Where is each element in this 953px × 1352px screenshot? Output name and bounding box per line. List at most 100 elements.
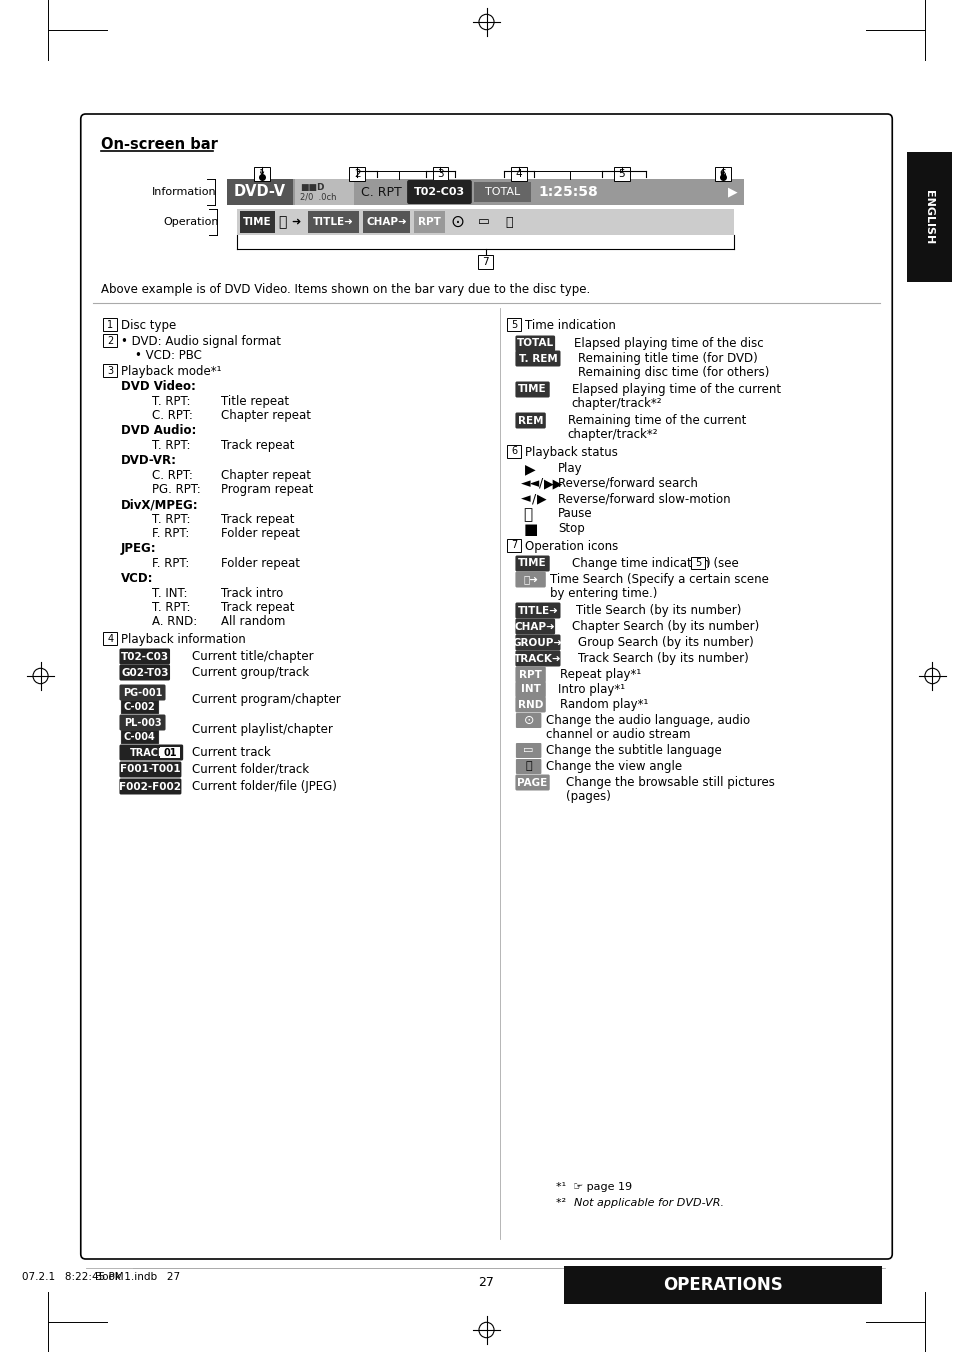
Text: TITLE➜: TITLE➜ — [517, 606, 558, 615]
Text: 1:25:58: 1:25:58 — [537, 185, 598, 199]
Text: Current title/chapter: Current title/chapter — [192, 650, 313, 662]
Text: Title Search (by its number): Title Search (by its number) — [575, 604, 740, 617]
Text: Stop: Stop — [558, 522, 584, 535]
Text: Operation: Operation — [163, 218, 219, 227]
Text: ▭: ▭ — [477, 215, 489, 228]
Bar — [349, 168, 365, 181]
Text: C. RPT: C. RPT — [361, 185, 401, 199]
Text: Change the view angle: Change the view angle — [546, 760, 681, 773]
Bar — [614, 168, 629, 181]
Text: Folder repeat: Folder repeat — [221, 527, 299, 539]
Text: 7: 7 — [510, 541, 517, 550]
Text: 6: 6 — [719, 169, 725, 178]
Bar — [103, 334, 117, 347]
Text: ◄◄: ◄◄ — [520, 477, 539, 489]
FancyBboxPatch shape — [119, 761, 181, 777]
Text: OPERATIONS: OPERATIONS — [662, 1276, 782, 1294]
Text: ENGLISH: ENGLISH — [923, 189, 934, 245]
Text: TITLE➜: TITLE➜ — [313, 218, 354, 227]
Text: ■: ■ — [523, 522, 537, 537]
Bar — [103, 631, 117, 645]
Text: T. INT:: T. INT: — [152, 587, 188, 600]
Text: Intro play*¹: Intro play*¹ — [558, 683, 624, 696]
Text: C-004: C-004 — [124, 731, 155, 741]
Text: C-002: C-002 — [124, 702, 155, 711]
FancyBboxPatch shape — [119, 684, 166, 700]
Text: PAGE: PAGE — [517, 777, 547, 787]
Text: channel or audio stream: channel or audio stream — [546, 727, 690, 741]
Text: Change the browsable still pictures: Change the browsable still pictures — [565, 776, 774, 790]
FancyBboxPatch shape — [515, 634, 560, 650]
Text: ): ) — [704, 557, 709, 571]
Text: TIME: TIME — [517, 558, 546, 568]
Text: *¹  ☞ page 19: *¹ ☞ page 19 — [556, 1182, 632, 1192]
FancyBboxPatch shape — [515, 681, 545, 698]
Bar — [414, 211, 445, 233]
Text: TIME: TIME — [517, 384, 546, 395]
Text: DVD-V: DVD-V — [233, 184, 286, 200]
Bar — [432, 168, 448, 181]
Bar — [563, 1265, 882, 1303]
Bar — [227, 178, 743, 206]
FancyBboxPatch shape — [515, 350, 560, 366]
Text: F. RPT:: F. RPT: — [152, 557, 190, 571]
Text: chapter/track*²: chapter/track*² — [567, 429, 658, 441]
Text: Title repeat: Title repeat — [221, 395, 289, 408]
Text: 4: 4 — [515, 169, 521, 178]
Bar — [507, 318, 520, 331]
Text: • DVD: Audio signal format: • DVD: Audio signal format — [121, 335, 280, 347]
Text: Track repeat: Track repeat — [221, 512, 294, 526]
Text: DVD Video:: DVD Video: — [121, 380, 195, 393]
Text: T02-C03: T02-C03 — [121, 652, 169, 661]
Text: Not applicable for DVD-VR.: Not applicable for DVD-VR. — [573, 1198, 723, 1207]
Text: PG. RPT:: PG. RPT: — [152, 483, 201, 496]
Text: JPEG:: JPEG: — [121, 542, 156, 556]
Bar — [103, 318, 117, 331]
Text: Time indication: Time indication — [524, 319, 615, 333]
Text: ➜: ➜ — [292, 218, 301, 227]
Bar — [477, 256, 493, 269]
Text: Disc type: Disc type — [121, 319, 176, 333]
Text: DVD-VR:: DVD-VR: — [121, 454, 176, 466]
Text: Program repeat: Program repeat — [221, 483, 313, 496]
Text: VCD:: VCD: — [121, 572, 153, 585]
Text: Book 1.indb   27: Book 1.indb 27 — [95, 1272, 180, 1282]
FancyBboxPatch shape — [81, 114, 891, 1259]
FancyBboxPatch shape — [515, 381, 549, 397]
Text: Time Search (Specify a certain scene: Time Search (Specify a certain scene — [550, 573, 768, 585]
Bar — [239, 211, 274, 233]
Text: RPT: RPT — [518, 669, 541, 680]
Text: 5: 5 — [694, 558, 700, 568]
Bar — [906, 151, 951, 283]
Text: 7: 7 — [481, 257, 488, 266]
Text: Information: Information — [152, 187, 216, 197]
Text: CHAP➜: CHAP➜ — [515, 622, 555, 631]
Bar — [295, 178, 354, 206]
FancyBboxPatch shape — [119, 664, 170, 680]
Text: Operation icons: Operation icons — [524, 539, 618, 553]
Text: 01: 01 — [163, 748, 176, 757]
Bar — [714, 168, 730, 181]
Text: 27: 27 — [478, 1276, 494, 1288]
FancyBboxPatch shape — [407, 180, 472, 204]
Text: PL-003: PL-003 — [124, 718, 161, 727]
Text: ⏱: ⏱ — [278, 215, 287, 228]
Bar — [236, 210, 734, 235]
FancyBboxPatch shape — [119, 649, 170, 664]
Text: 5: 5 — [510, 319, 517, 330]
FancyBboxPatch shape — [515, 572, 545, 588]
Text: Pause: Pause — [558, 507, 592, 521]
Text: T. REM: T. REM — [518, 353, 557, 364]
Text: /: / — [531, 492, 536, 506]
Text: 3: 3 — [436, 169, 443, 178]
Text: Remaining title time (for DVD): Remaining title time (for DVD) — [578, 352, 757, 365]
Bar — [474, 183, 530, 201]
FancyBboxPatch shape — [515, 618, 555, 634]
Bar — [121, 700, 158, 713]
Text: Reverse/forward slow-motion: Reverse/forward slow-motion — [558, 492, 730, 506]
Text: TIME: TIME — [243, 218, 272, 227]
Text: ◄: ◄ — [520, 492, 530, 506]
Text: Playback status: Playback status — [524, 446, 617, 458]
Text: Chapter repeat: Chapter repeat — [221, 469, 311, 483]
Text: A. RND:: A. RND: — [152, 615, 197, 627]
